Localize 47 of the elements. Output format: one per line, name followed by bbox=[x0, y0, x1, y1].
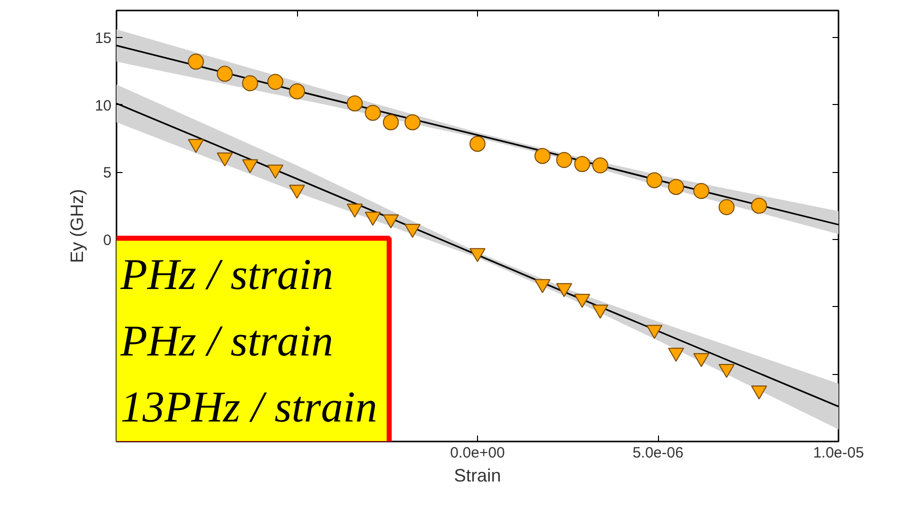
point bbox=[574, 156, 590, 172]
point bbox=[693, 182, 710, 199]
annotation: PHz / strain bbox=[120, 316, 334, 366]
point bbox=[751, 198, 768, 214]
point bbox=[556, 283, 572, 298]
point bbox=[188, 54, 204, 70]
point bbox=[718, 199, 735, 216]
point bbox=[470, 248, 486, 262]
point bbox=[574, 294, 590, 308]
point bbox=[382, 114, 399, 130]
point bbox=[556, 152, 572, 168]
point bbox=[751, 385, 768, 400]
point bbox=[346, 95, 363, 112]
point bbox=[382, 214, 399, 228]
point bbox=[668, 178, 684, 195]
point bbox=[216, 152, 233, 166]
point bbox=[364, 104, 381, 121]
point bbox=[404, 114, 421, 130]
point bbox=[592, 304, 608, 319]
point bbox=[289, 184, 305, 199]
point bbox=[646, 324, 662, 339]
point bbox=[718, 364, 735, 378]
y-axis-title: Ey (GHz) bbox=[66, 189, 87, 263]
point bbox=[267, 74, 284, 90]
point bbox=[470, 136, 486, 152]
annotation: 13PHz / strain bbox=[120, 382, 378, 432]
annotation: PHz / strain bbox=[120, 250, 334, 300]
point bbox=[693, 353, 710, 368]
point bbox=[668, 348, 684, 362]
x-tick-label: 0.0e+00 bbox=[450, 444, 505, 462]
y-tick-label: 15 bbox=[94, 30, 112, 47]
point bbox=[534, 279, 550, 294]
point bbox=[242, 75, 258, 92]
point bbox=[216, 66, 233, 82]
point bbox=[346, 204, 363, 218]
point bbox=[289, 83, 305, 100]
point bbox=[404, 224, 421, 238]
x-tick-label: 1.0e-05 bbox=[813, 444, 864, 462]
y-tick-label: 5 bbox=[103, 164, 112, 182]
point bbox=[534, 148, 550, 164]
point bbox=[364, 212, 381, 226]
point bbox=[646, 172, 662, 188]
x-axis-title: Strain bbox=[454, 466, 502, 486]
point bbox=[592, 157, 608, 174]
x-tick-label: 5.0e-06 bbox=[632, 444, 684, 462]
y-tick-label: 0 bbox=[103, 232, 112, 249]
y-tick-label: 10 bbox=[94, 97, 112, 114]
